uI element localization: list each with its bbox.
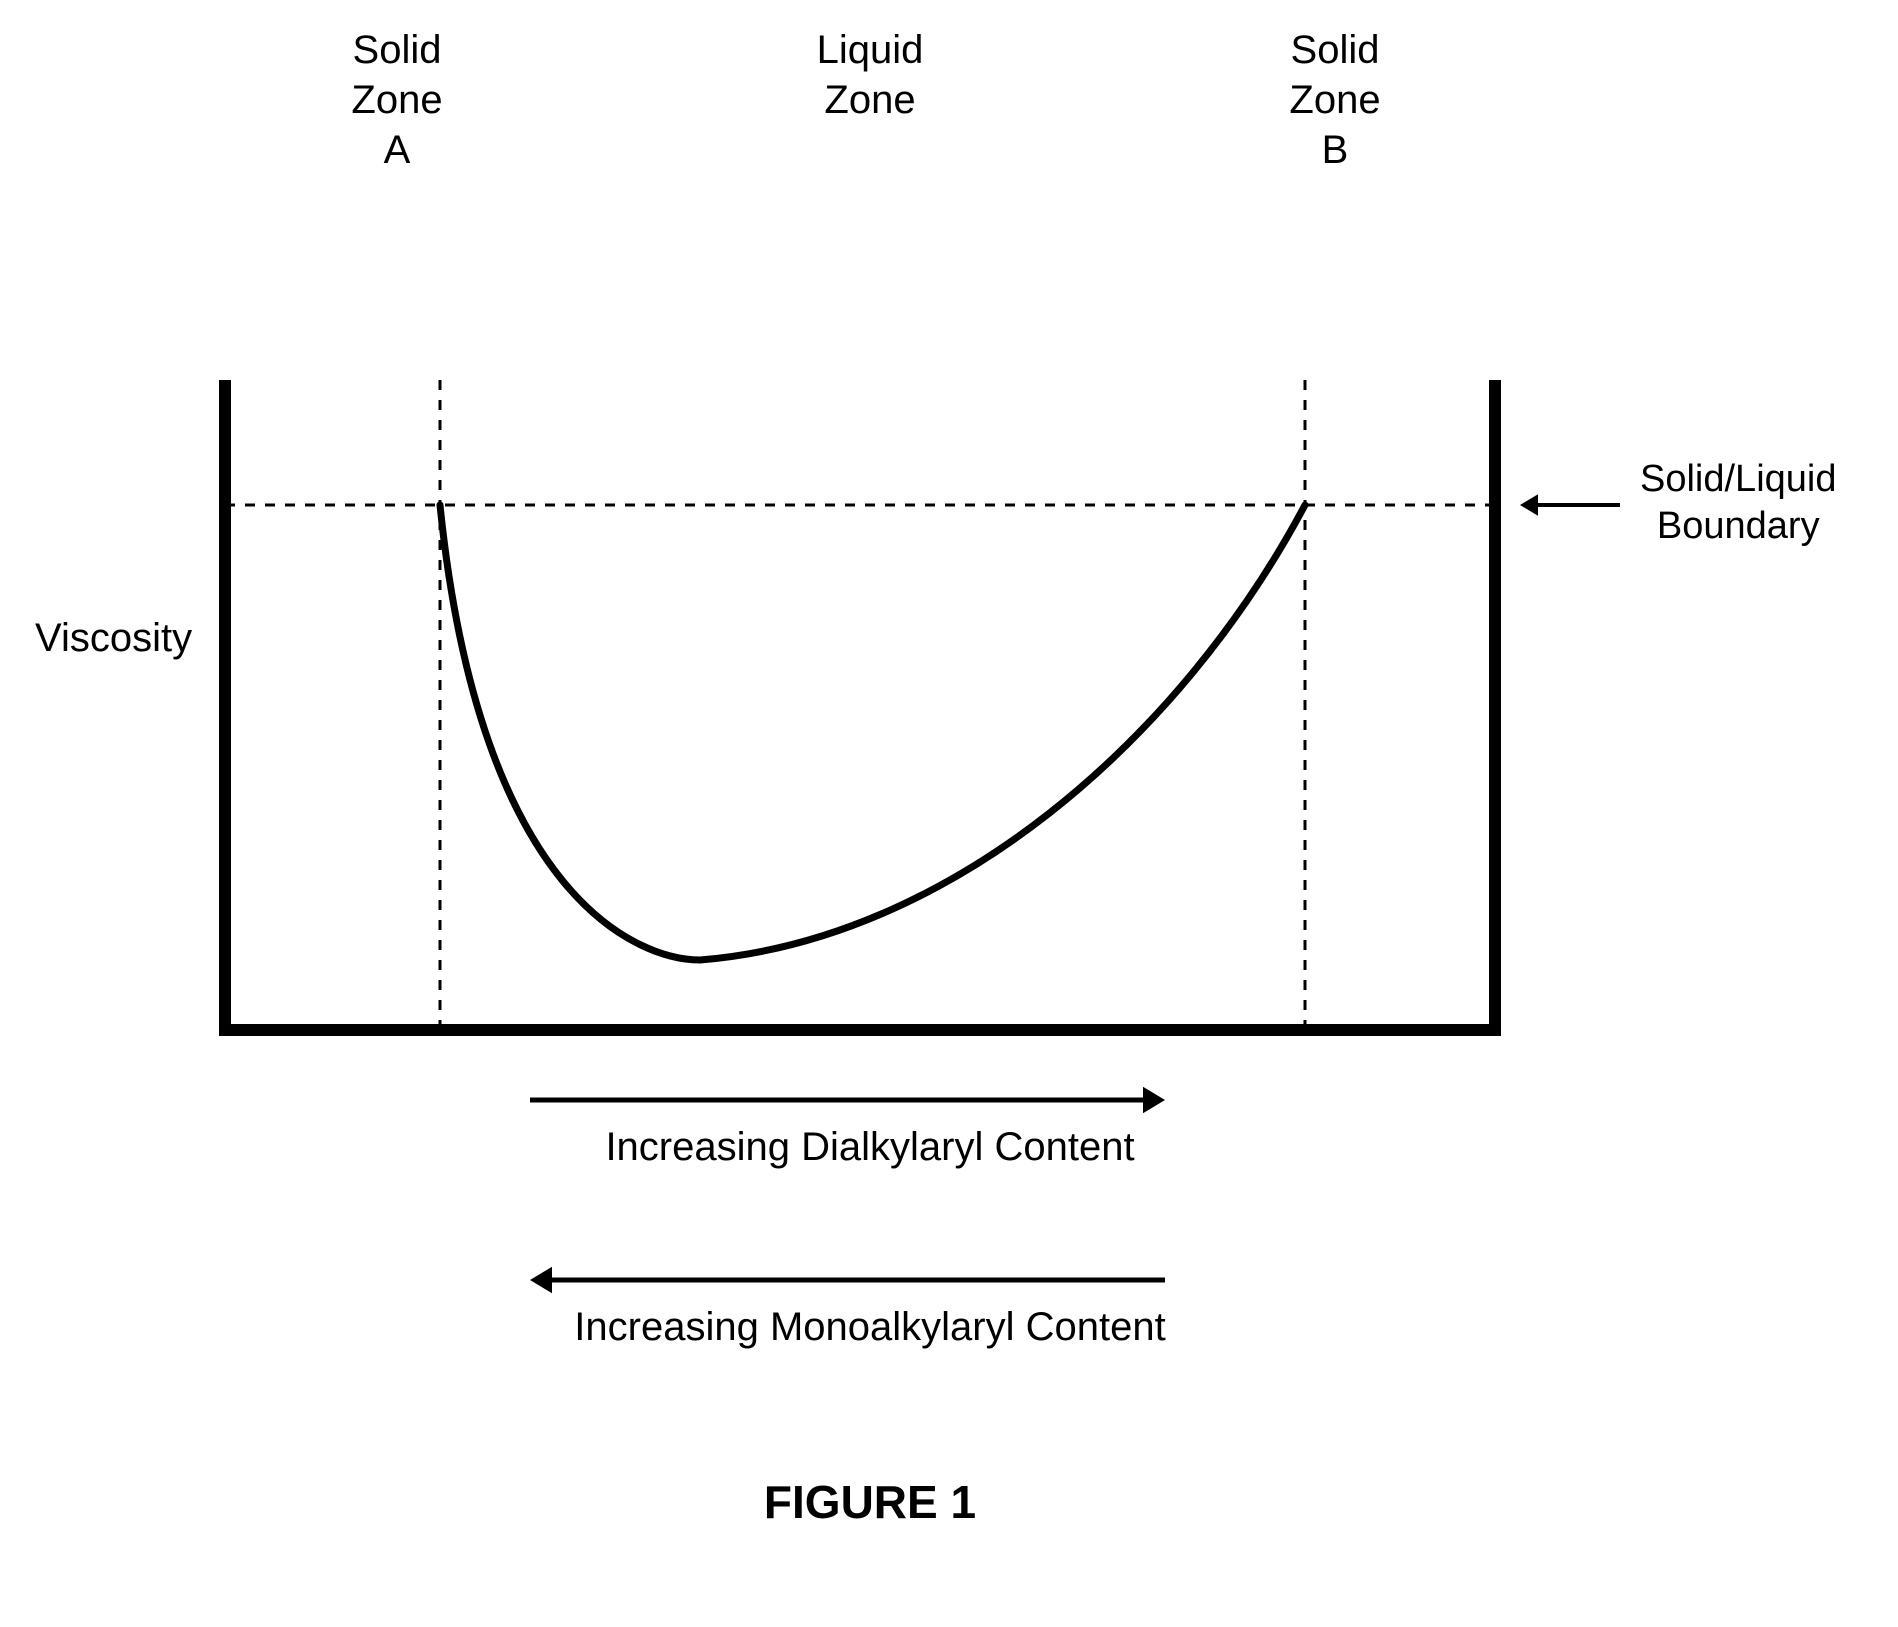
viscosity-curve bbox=[440, 505, 1305, 960]
monoalkyl-arrow-label: Increasing Monoalkylaryl Content bbox=[470, 1305, 1270, 1350]
dialkyl-arrow-head-icon bbox=[1143, 1087, 1165, 1113]
figure-container: Solid Zone A Liquid Zone Solid Zone B Vi… bbox=[0, 0, 1898, 1627]
dialkyl-arrow-label: Increasing Dialkylaryl Content bbox=[470, 1125, 1270, 1170]
figure-title: FIGURE 1 bbox=[670, 1475, 1070, 1529]
plot-svg bbox=[0, 0, 1898, 1627]
boundary-arrow-head-icon bbox=[1520, 494, 1538, 516]
monoalkyl-arrow-head-icon bbox=[530, 1267, 552, 1293]
